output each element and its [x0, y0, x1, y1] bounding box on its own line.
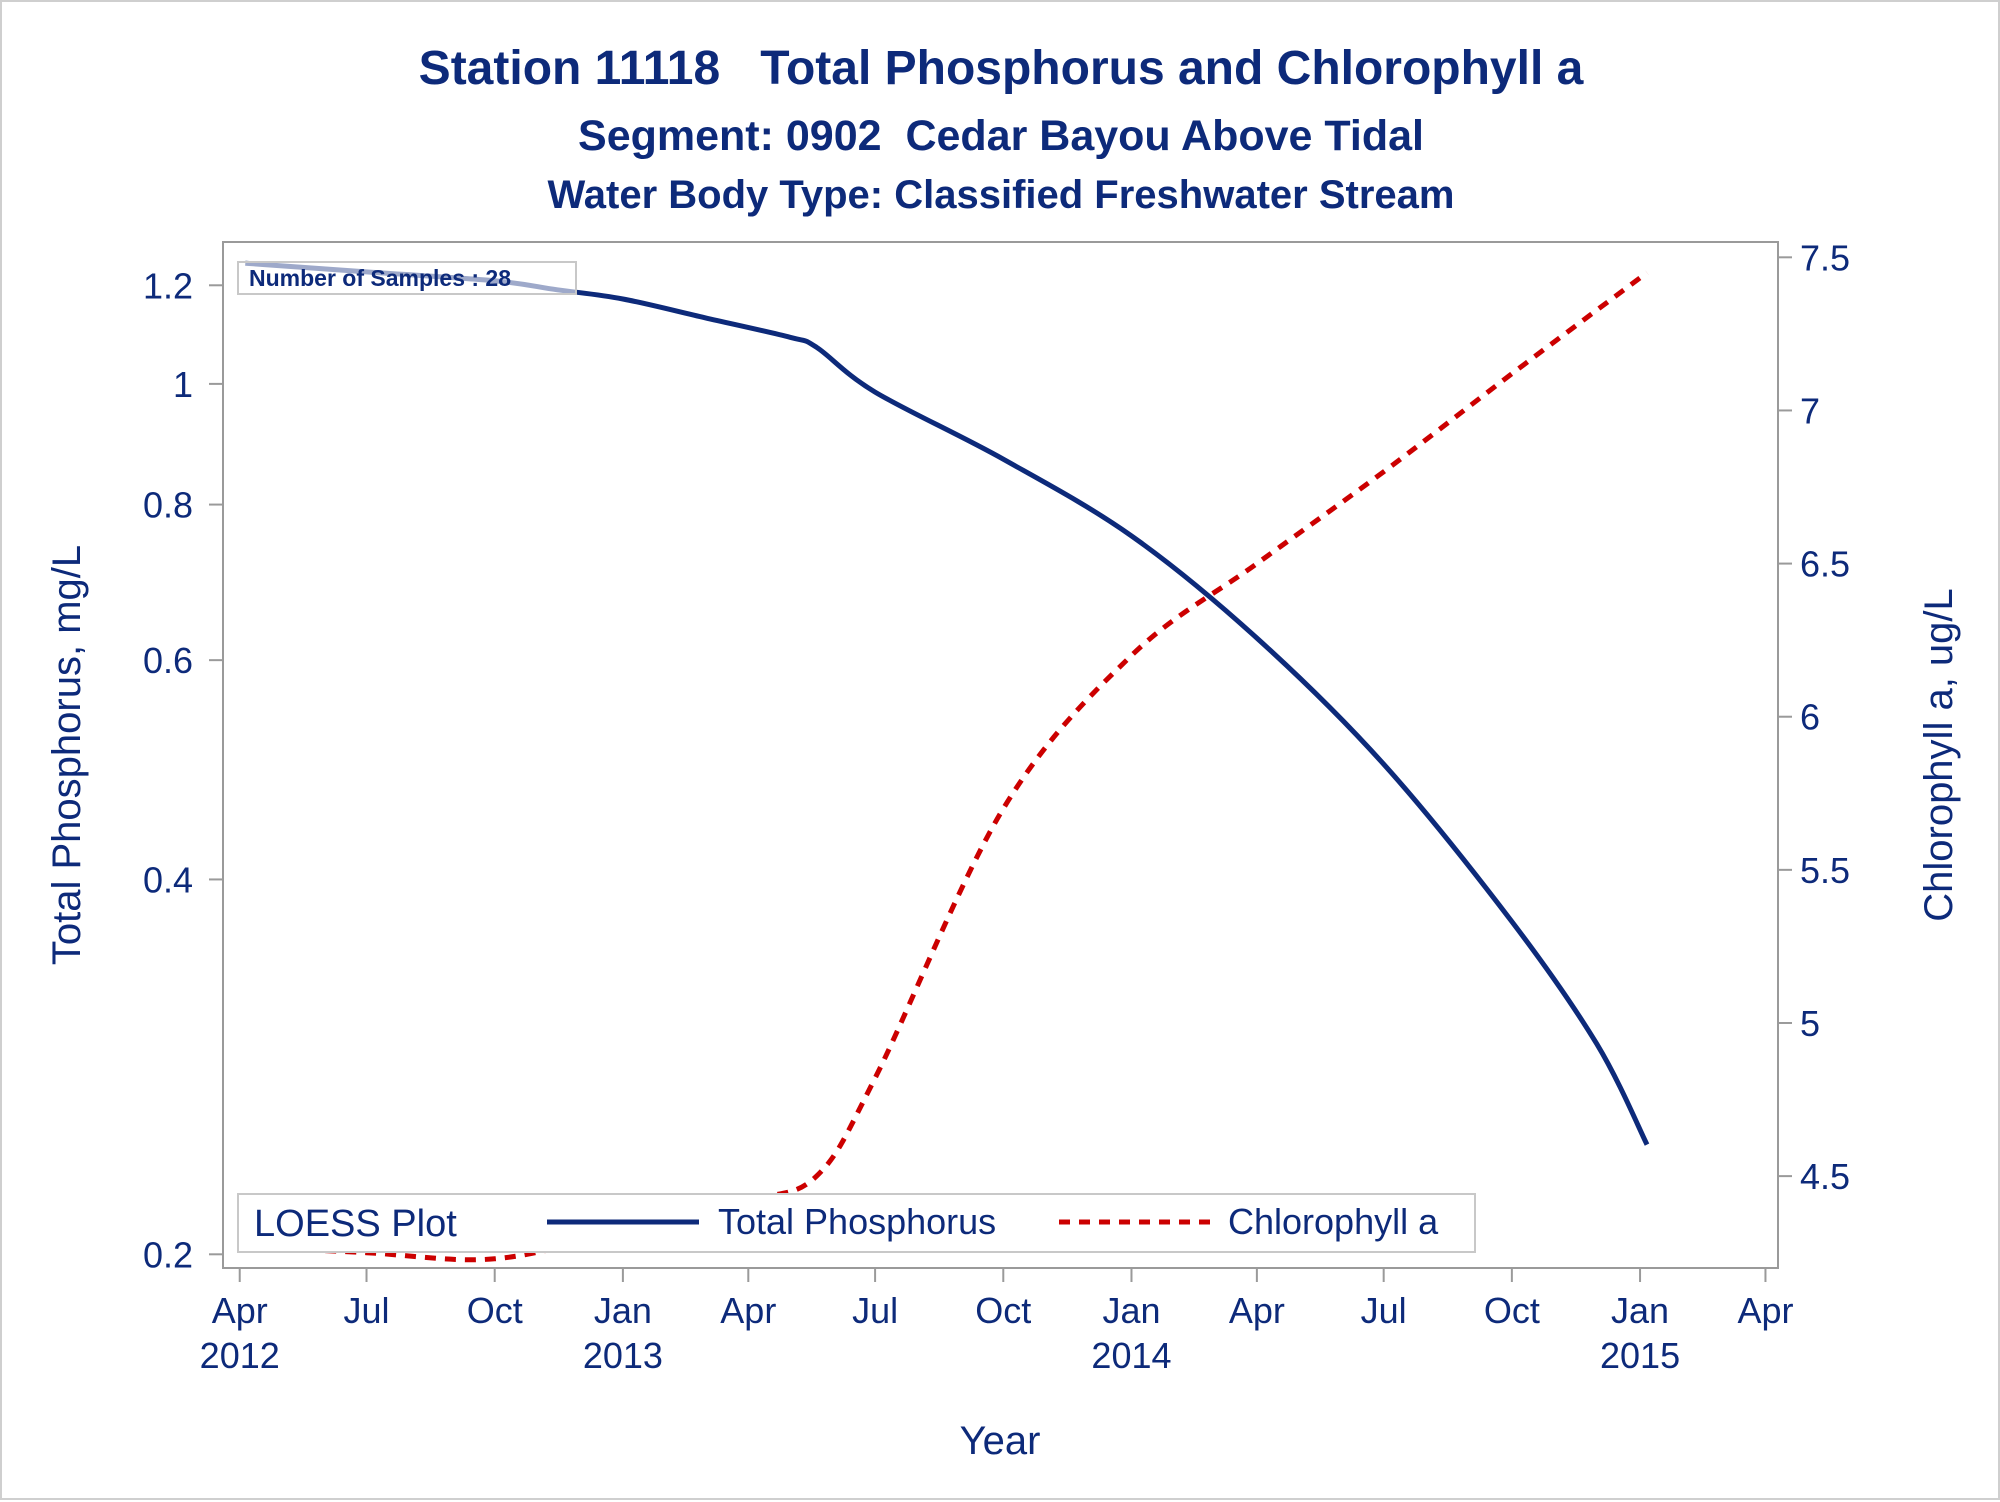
y-tick-label: 0.6 [143, 640, 193, 681]
legend-box [237, 1193, 1476, 1253]
y2-tick-label: 5.5 [1800, 850, 1850, 891]
y-axis-right: 4.5 5 5.5 6 6.5 7 7.5 [1778, 237, 1850, 1197]
series-layer [245, 260, 1650, 1263]
series-line-chlorophyll-a [245, 270, 1649, 1263]
y-axis-left: 0.2 0.4 0.6 0.8 1 1.2 [143, 265, 223, 1275]
sample-count-inset: Number of Samples : 28 [237, 261, 577, 295]
legend: LOESS Plot Total Phosphorus Chlorophyll … [237, 1193, 1476, 1253]
y-tick-label: 1 [173, 364, 193, 405]
x-tick-year-label: 2015 [1600, 1335, 1680, 1376]
x-tick-label: Jul [1361, 1290, 1407, 1331]
y2-tick-label: 5 [1800, 1003, 1820, 1044]
x-tick-label: Apr [1737, 1290, 1793, 1331]
y-axis-label-right: Chlorophyll a, ug/L [1917, 588, 1961, 922]
sample-count-text: Number of Samples : 28 [249, 265, 511, 291]
x-tick-label: Apr [720, 1290, 776, 1331]
x-tick-label: Jan [1102, 1290, 1160, 1331]
y-tick-label: 0.4 [143, 859, 193, 900]
series-line-total-phosphorus [245, 260, 1650, 1146]
y2-tick-label: 7.5 [1800, 237, 1850, 278]
y2-tick-label: 6.5 [1800, 544, 1850, 585]
x-tick-label: Apr [1229, 1290, 1285, 1331]
y2-tick-label: 4.5 [1800, 1156, 1850, 1197]
y2-tick-label: 6 [1800, 697, 1820, 738]
x-tick-label: Oct [975, 1290, 1031, 1331]
y-tick-label: 1.2 [143, 265, 193, 306]
sample-count-box [237, 261, 577, 295]
y-tick-label: 0.2 [143, 1234, 193, 1275]
x-axis-label: Year [960, 1419, 1041, 1463]
chart-title: Station 11118 Total Phosphorus and Chlor… [419, 42, 1584, 95]
chart-subtitle-segment: Segment: 0902 Cedar Bayou Above Tidal [578, 112, 1424, 160]
x-tick-label: Apr [212, 1290, 268, 1331]
x-tick-year-label: 2013 [583, 1335, 663, 1376]
legend-label-chlorophyll-a: Chlorophyll a [1228, 1201, 1439, 1242]
y-axis-label-left: Total Phosphorus, mg/L [45, 545, 89, 965]
x-tick-label: Oct [1484, 1290, 1540, 1331]
x-tick-year-label: 2014 [1091, 1335, 1171, 1376]
chart-subtitle-water-body: Water Body Type: Classified Freshwater S… [548, 173, 1455, 217]
x-tick-label: Oct [467, 1290, 523, 1331]
x-tick-label: Jul [852, 1290, 898, 1331]
x-tick-label: Jan [1611, 1290, 1669, 1331]
legend-title: LOESS Plot [254, 1203, 457, 1245]
y2-tick-label: 7 [1800, 390, 1820, 431]
y-tick-label: 0.8 [143, 485, 193, 526]
x-tick-label: Jul [344, 1290, 390, 1331]
x-tick-year-label: 2012 [200, 1335, 280, 1376]
plot-area-border [222, 241, 1779, 1269]
x-tick-label: Jan [594, 1290, 652, 1331]
legend-label-total-phosphorus: Total Phosphorus [718, 1201, 996, 1242]
